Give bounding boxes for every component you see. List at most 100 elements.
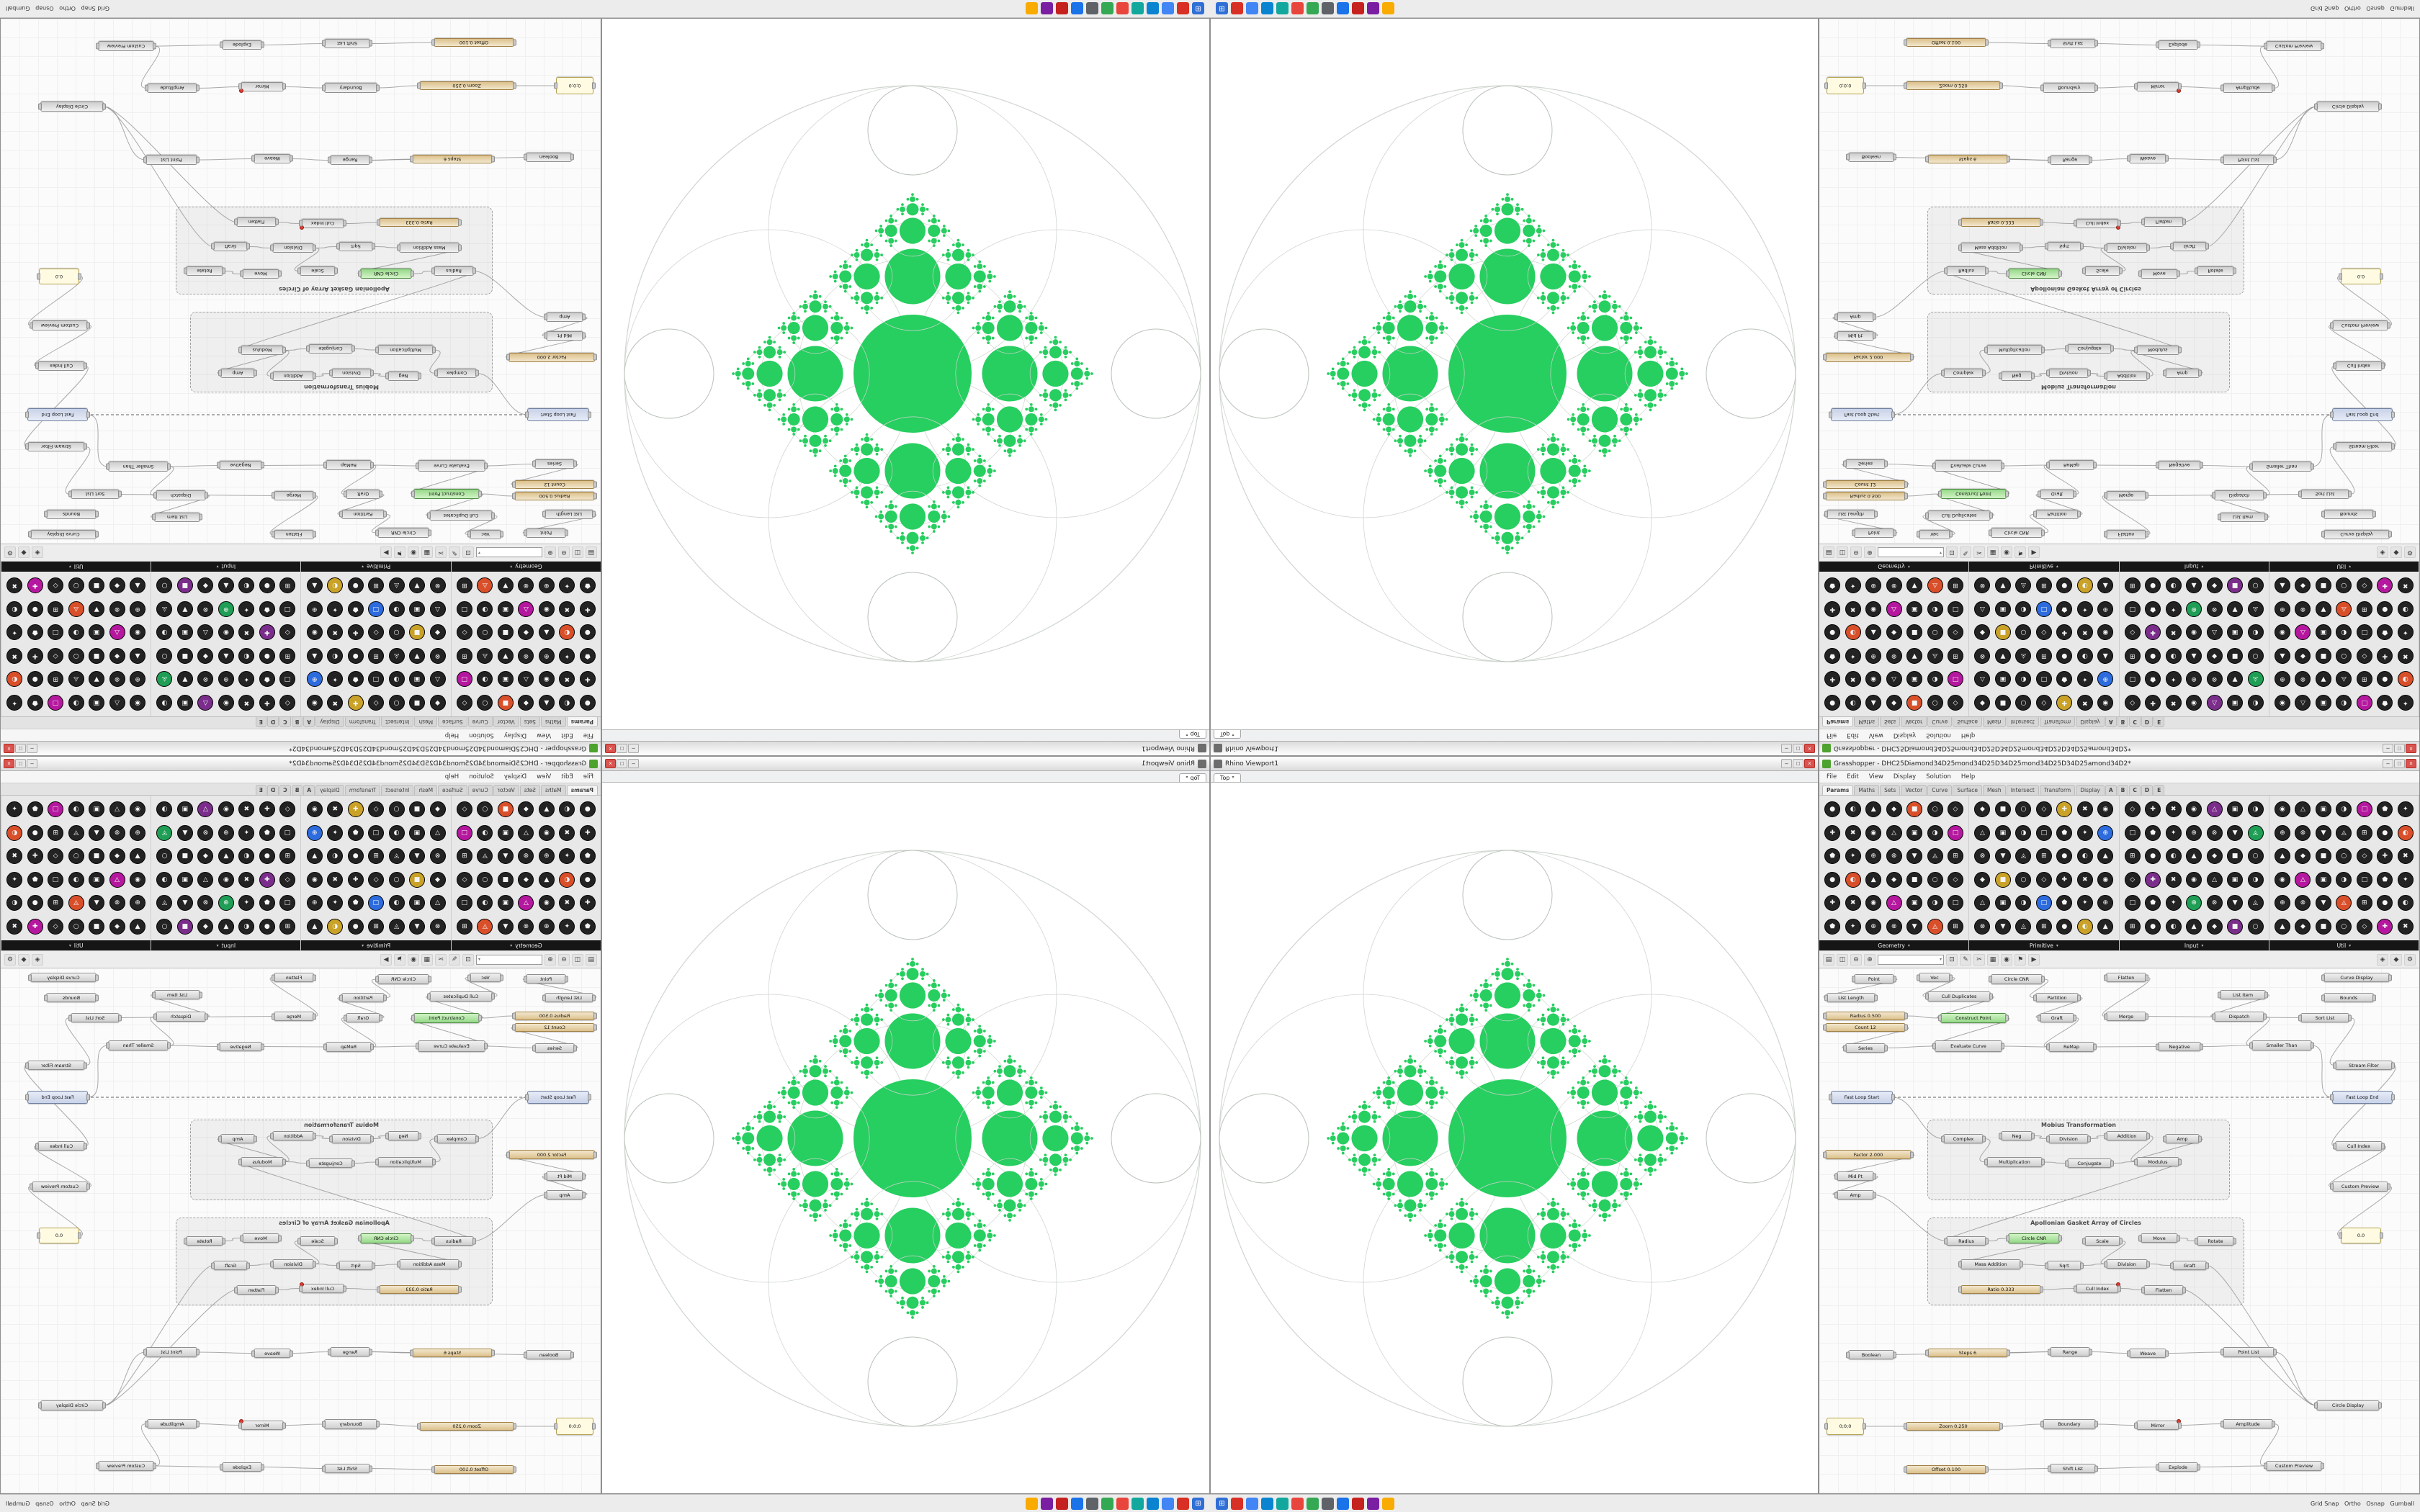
tab-curve[interactable]: Curve (1927, 717, 1953, 727)
graph-node[interactable]: Amp (220, 1134, 255, 1143)
scissors-icon[interactable]: ✂ (435, 953, 447, 966)
component-icon[interactable]: ✦ (2397, 871, 2414, 888)
component-icon[interactable]: ◉ (1865, 895, 1882, 912)
graph-node[interactable]: Amp (2165, 369, 2200, 378)
component-icon[interactable]: ▲ (1865, 871, 1882, 888)
tab-transform[interactable]: Transform (2039, 717, 2076, 727)
component-icon[interactable]: ○ (1927, 694, 1943, 711)
component-icon[interactable]: △ (1886, 895, 1902, 912)
graph-node[interactable]: Neg (387, 1131, 419, 1140)
component-icon[interactable]: ○ (477, 871, 493, 888)
menu-item-solution[interactable]: Solution (469, 773, 494, 780)
save-icon[interactable]: ◫ (572, 953, 583, 966)
component-icon[interactable]: ◆ (2295, 577, 2311, 594)
component-icon[interactable]: □ (2124, 600, 2141, 617)
zoom-in-icon[interactable]: ⊕ (544, 953, 556, 966)
start-button[interactable]: ⊞ (1216, 2, 1228, 15)
component-icon[interactable]: ✦ (327, 671, 344, 688)
graph-node[interactable]: Merge (274, 1012, 314, 1021)
minimize-button[interactable]: – (628, 744, 639, 753)
graph-node[interactable]: Flatten (2143, 1285, 2184, 1295)
component-icon[interactable]: ● (2377, 824, 2393, 841)
component-icon[interactable]: ✖ (2076, 624, 2093, 641)
component-icon[interactable]: ⬟ (347, 600, 364, 617)
component-icon[interactable]: ● (579, 624, 596, 641)
component-icon[interactable]: ▲ (2097, 918, 2114, 935)
taskbar-app-icon[interactable] (1352, 2, 1364, 15)
component-icon[interactable]: ◐ (1845, 624, 1861, 641)
palette-group-label[interactable]: Primitive ▾ (1969, 562, 2119, 572)
graph-node[interactable]: Shift List (324, 1464, 370, 1473)
graph-node[interactable]: Mirror (2136, 82, 2181, 93)
component-icon[interactable]: △ (1886, 824, 1902, 841)
start-button[interactable]: ⊞ (1216, 1497, 1228, 1510)
graph-node[interactable]: Boolean (1848, 153, 1894, 162)
component-icon[interactable]: ■ (409, 694, 426, 711)
component-icon[interactable]: ✚ (2377, 918, 2393, 935)
tab-display[interactable]: Display (2076, 717, 2105, 727)
panel-node[interactable]: 0;0;0 (1827, 1418, 1864, 1435)
tab-plugin-e[interactable]: E (2154, 785, 2165, 795)
component-icon[interactable]: □ (48, 694, 64, 711)
component-icon[interactable]: △ (197, 801, 214, 818)
component-icon[interactable]: ◐ (238, 918, 255, 935)
viewport-titlebar[interactable]: Rhino Viewport1 – □ × (602, 757, 1209, 771)
graph-node[interactable]: Division (331, 1134, 372, 1143)
panel-node[interactable]: 0.0 (39, 269, 79, 284)
component-icon[interactable]: ◑ (156, 624, 173, 641)
settings-icon[interactable]: ⚙ (4, 546, 16, 559)
number-slider-node[interactable]: Radius 0.500 (1825, 492, 1906, 500)
component-icon[interactable]: ◬ (477, 647, 493, 664)
named-view-combo[interactable]: ▾ (1878, 547, 1944, 558)
tab-maths[interactable]: Maths (540, 785, 566, 795)
play-icon[interactable]: ▶ (380, 546, 392, 559)
settings-icon[interactable]: ⚙ (2404, 953, 2416, 966)
component-icon[interactable]: ⊕ (2097, 671, 2114, 688)
component-icon[interactable]: ✦ (2165, 895, 2182, 912)
component-icon[interactable]: ■ (2315, 647, 2331, 664)
component-icon[interactable]: ○ (477, 801, 493, 818)
loop-node[interactable]: Fast Loop End (27, 408, 88, 421)
component-icon[interactable]: ● (2377, 671, 2393, 688)
graph-node[interactable]: Sort List (71, 1013, 120, 1022)
zoom-out-icon[interactable]: ⊖ (1850, 546, 1862, 559)
component-icon[interactable]: △ (429, 671, 446, 688)
taskbar-app-icon[interactable] (1147, 1497, 1159, 1510)
component-icon[interactable]: ◆ (518, 801, 534, 818)
graph-node[interactable]: Bounds (2323, 993, 2374, 1002)
component-icon[interactable]: ⊗ (429, 848, 446, 865)
graph-node[interactable]: Sort List (71, 490, 120, 499)
component-icon[interactable]: ■ (1994, 624, 2011, 641)
tab-intersect[interactable]: Intersect (2006, 717, 2039, 727)
component-icon[interactable]: ◇ (279, 694, 296, 711)
component-icon[interactable]: ⬟ (259, 671, 275, 688)
component-icon[interactable]: ▣ (1994, 671, 2011, 688)
viewport-titlebar[interactable]: Rhino Viewport1 – □ × (1211, 741, 1818, 755)
graph-node[interactable]: Series (1845, 459, 1886, 469)
component-icon[interactable]: ▣ (409, 824, 426, 841)
component-icon[interactable]: ◆ (1974, 871, 1991, 888)
graph-node[interactable]: Mirror (2136, 1419, 2181, 1430)
component-icon[interactable]: ◬ (68, 824, 84, 841)
component-icon[interactable]: ◑ (1927, 671, 1943, 688)
taskbar-app-icon[interactable] (1086, 1497, 1098, 1510)
component-icon[interactable]: ◆ (109, 918, 125, 935)
component-icon[interactable]: ◉ (2186, 624, 2202, 641)
component-icon[interactable]: ▣ (2315, 624, 2331, 641)
component-icon[interactable]: ● (2145, 647, 2161, 664)
component-icon[interactable]: ▣ (1906, 895, 1923, 912)
component-icon[interactable]: ● (1824, 624, 1841, 641)
graph-node[interactable]: Explode (222, 1462, 262, 1472)
component-icon[interactable]: ⬟ (579, 918, 596, 935)
component-icon[interactable]: ■ (2315, 577, 2331, 594)
component-icon[interactable]: ◐ (559, 694, 575, 711)
taskbar-app-icon[interactable] (1147, 2, 1159, 15)
component-icon[interactable]: △ (2295, 871, 2311, 888)
component-icon[interactable]: ⊗ (518, 647, 534, 664)
component-icon[interactable]: ● (347, 577, 364, 594)
taskbar-app-icon[interactable] (1162, 2, 1174, 15)
component-icon[interactable]: ⊕ (1865, 647, 1882, 664)
component-icon[interactable]: ◬ (156, 895, 173, 912)
palette-group-label[interactable]: Primitive ▾ (301, 940, 451, 950)
component-icon[interactable]: ✖ (327, 694, 344, 711)
